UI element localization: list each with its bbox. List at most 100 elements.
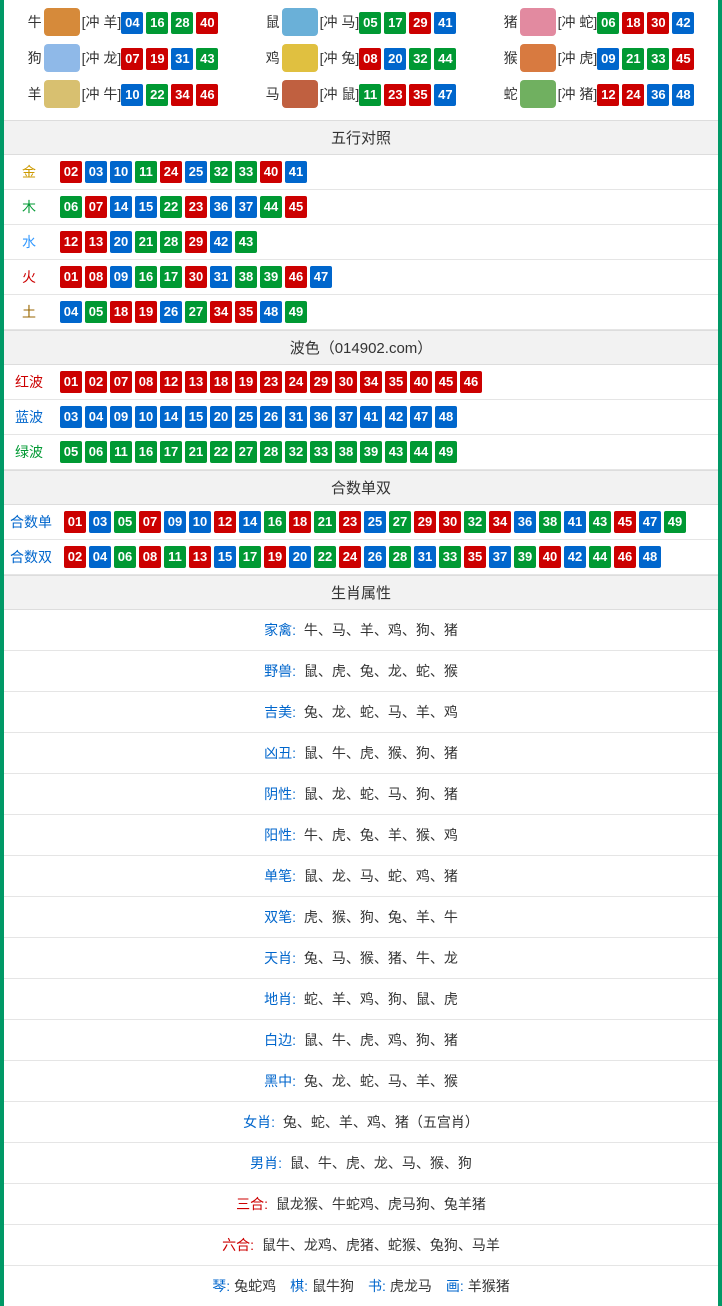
number-ball: 13 [85,231,107,253]
table-row: 火0108091617303138394647 [4,260,718,295]
bottom-key: 书: [368,1278,386,1294]
number-ball: 17 [160,266,182,288]
bose-table: 红波0102070812131819232429303435404546蓝波03… [4,365,718,470]
row-label: 合数双 [4,540,58,575]
number-ball: 22 [146,84,168,106]
number-ball: 24 [622,84,644,106]
number-ball: 08 [135,371,157,393]
number-ball: 17 [160,441,182,463]
number-ball: 11 [359,84,381,106]
row-label: 合数单 [4,505,58,540]
number-ball: 34 [360,371,382,393]
number-ball: 11 [135,161,157,183]
number-ball: 35 [385,371,407,393]
number-ball: 42 [210,231,232,253]
zodiac-name: 蛇 [504,84,518,104]
number-ball: 26 [260,406,282,428]
row-balls: 0108091617303138394647 [54,260,718,295]
number-ball: 39 [514,546,536,568]
attr-key: 双笔: [264,909,296,925]
number-ball: 43 [385,441,407,463]
number-ball: 07 [110,371,132,393]
attr-value: 鼠牛、龙鸡、虎猪、蛇猴、兔狗、马羊 [258,1237,500,1253]
number-ball: 29 [414,511,436,533]
attr-key: 白边: [264,1032,296,1048]
zodiac-head: 蛇 [冲 猪] [504,80,598,108]
row-balls: 0103050709101214161821232527293032343638… [58,505,718,540]
attr-key: 单笔: [264,868,296,884]
zodiac-icon [282,8,318,36]
main-container: 牛[冲 羊]04162840鼠[冲 马]05172941猪[冲 蛇]061830… [0,0,722,1306]
attr-value: 鼠、牛、虎、鸡、狗、猪 [300,1032,458,1048]
zodiac-clash: [冲 兔] [320,48,360,68]
number-ball: 30 [647,12,669,34]
attr-value: 兔、龙、蛇、马、羊、鸡 [300,704,458,720]
zodiac-clash: [冲 龙] [82,48,122,68]
attr-row: 吉美: 兔、龙、蛇、马、羊、鸡 [4,692,718,733]
number-ball: 08 [359,48,381,70]
number-ball: 20 [210,406,232,428]
number-ball: 41 [434,12,456,34]
row-label: 土 [4,295,54,330]
zodiac-cell: 蛇[冲 猪]12243648 [480,76,718,112]
zodiac-head: 牛[冲 羊] [28,8,122,36]
attr-value: 鼠、龙、马、蛇、鸡、猪 [300,868,458,884]
number-ball: 32 [210,161,232,183]
zodiac-name: 牛 [28,12,42,32]
attr-value: 鼠、虎、兔、龙、蛇、猴 [300,663,458,679]
table-row: 绿波05061116172122272832333839434449 [4,435,718,470]
zodiac-name: 鸡 [266,48,280,68]
number-ball: 24 [285,371,307,393]
zodiac-icon [282,80,318,108]
wuxing-header: 五行对照 [4,120,718,155]
number-ball: 49 [435,441,457,463]
attr-row: 男肖: 鼠、牛、虎、龙、马、猴、狗 [4,1143,718,1184]
number-ball: 30 [439,511,461,533]
wuxing-table: 金02031011242532334041木060714152223363744… [4,155,718,330]
number-ball: 05 [60,441,82,463]
zodiac-icon [282,44,318,72]
zodiac-name: 羊 [28,84,42,104]
attr-key: 野兽: [264,663,296,679]
attr-key: 女肖: [243,1114,275,1130]
number-ball: 41 [564,511,586,533]
number-ball: 05 [85,301,107,323]
number-ball: 40 [260,161,282,183]
zodiac-head: 狗[冲 龙] [28,44,122,72]
number-ball: 07 [121,48,143,70]
number-ball: 41 [360,406,382,428]
number-ball: 35 [409,84,431,106]
zodiac-head: 羊[冲 牛] [28,80,122,108]
number-ball: 20 [110,231,132,253]
attr-value: 鼠龙猴、牛蛇鸡、虎马狗、兔羊猪 [272,1196,486,1212]
bottom-key: 画: [446,1278,464,1294]
zodiac-name: 猪 [504,12,518,32]
row-balls: 0204060811131517192022242628313335373940… [58,540,718,575]
attr-key: 男肖: [250,1155,282,1171]
attr-row: 白边: 鼠、牛、虎、鸡、狗、猪 [4,1020,718,1061]
number-ball: 29 [409,12,431,34]
number-ball: 32 [464,511,486,533]
zodiac-balls: 07193143 [121,48,218,70]
attr-row: 黑中: 兔、龙、蛇、马、羊、猴 [4,1061,718,1102]
number-ball: 47 [410,406,432,428]
zodiac-head: 猪[冲 蛇] [504,8,598,36]
number-ball: 18 [210,371,232,393]
zodiac-icon [44,8,80,36]
number-ball: 33 [310,441,332,463]
number-ball: 01 [64,511,86,533]
number-ball: 22 [210,441,232,463]
zodiac-clash: [冲 猪] [558,84,598,104]
number-ball: 46 [614,546,636,568]
number-ball: 04 [89,546,111,568]
number-ball: 34 [210,301,232,323]
zodiac-head: 猴[冲 虎] [504,44,598,72]
number-ball: 31 [210,266,232,288]
attr-key: 天肖: [264,950,296,966]
table-row: 土04051819262734354849 [4,295,718,330]
number-ball: 27 [185,301,207,323]
row-label: 金 [4,155,54,190]
number-ball: 36 [514,511,536,533]
attr-row: 野兽: 鼠、虎、兔、龙、蛇、猴 [4,651,718,692]
number-ball: 42 [385,406,407,428]
